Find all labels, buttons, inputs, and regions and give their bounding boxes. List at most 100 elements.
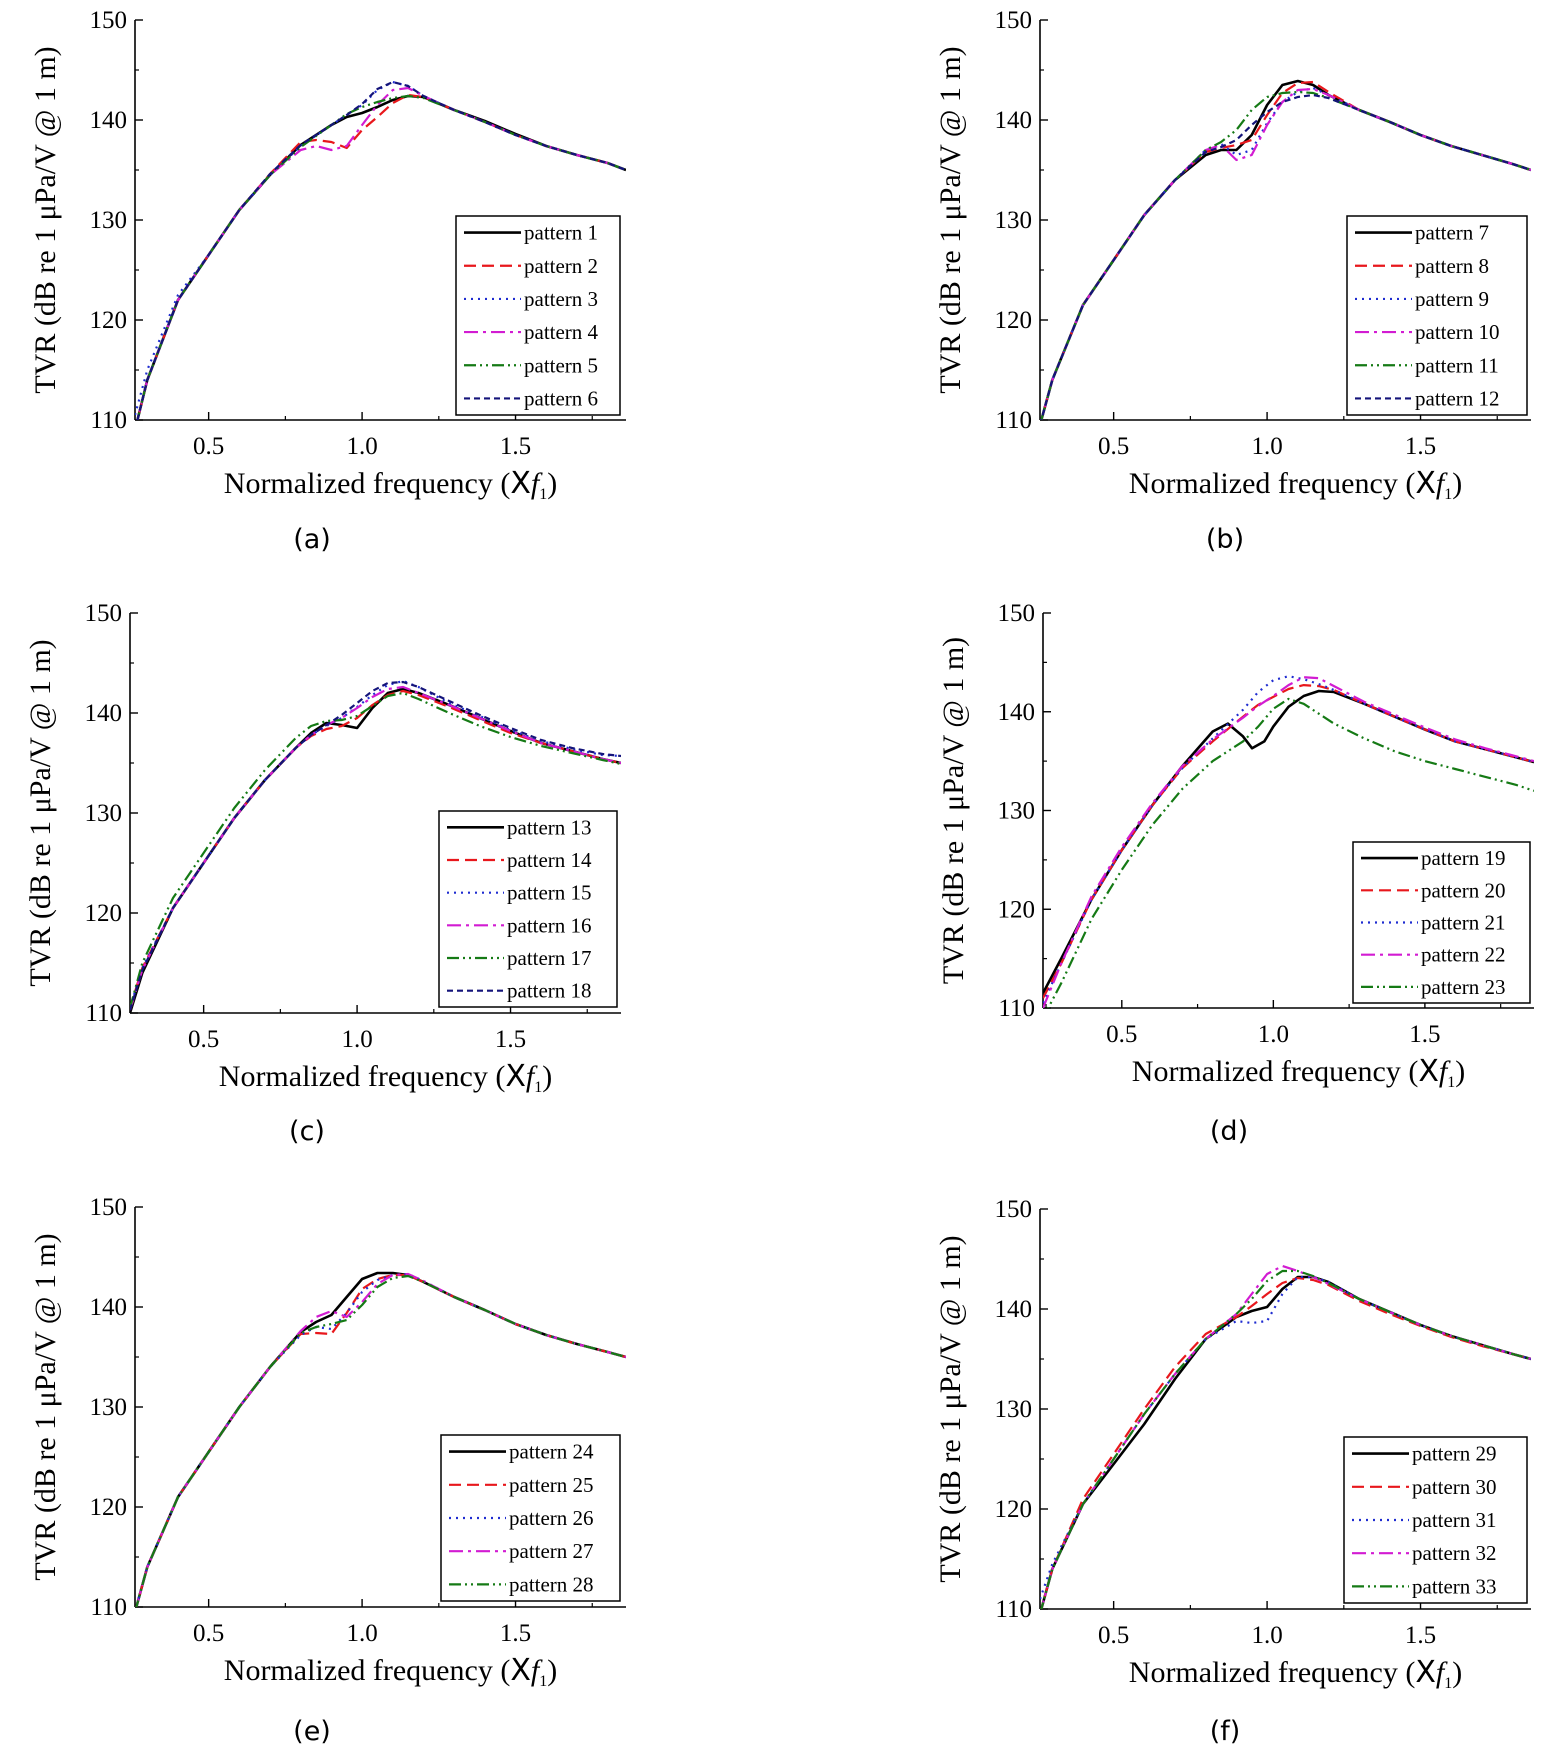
x-axis-label: Normalized frequency (Xf1) bbox=[224, 466, 557, 503]
multiply-symbol: X bbox=[505, 1059, 526, 1094]
x-tick-label: 0.5 bbox=[1106, 1021, 1137, 1048]
legend-label: pattern 11 bbox=[1415, 353, 1499, 377]
y-tick-label: 140 bbox=[998, 699, 1036, 726]
x-tick-label: 1.0 bbox=[1251, 433, 1282, 460]
x-tick-label: 1.0 bbox=[1251, 1622, 1282, 1649]
chart-panel-3: 110 120 130 140 150 0.5 1.0 1.5 TVR (dB re 1 μPa… bbox=[24, 600, 621, 1147]
y-tick-label: 150 bbox=[85, 600, 123, 627]
x-tick-label: 1.5 bbox=[495, 1026, 526, 1053]
x-axis-label-close: ) bbox=[1452, 467, 1462, 500]
series-line-pattern-28 bbox=[135, 1274, 626, 1607]
y-tick-label: 130 bbox=[995, 207, 1033, 234]
legend-label: pattern 22 bbox=[1421, 943, 1506, 967]
chart-panel-6: 110 120 130 140 150 0.5 1.0 1.5 TVR (dB re 1 μPa… bbox=[934, 1196, 1531, 1747]
legend: pattern 29 pattern 30 pattern 31 pattern 32… bbox=[1343, 1436, 1528, 1604]
legend-label: pattern 13 bbox=[507, 815, 592, 839]
multiply-symbol: X bbox=[510, 466, 531, 501]
y-tick-label: 130 bbox=[90, 1394, 128, 1421]
legend-label: pattern 15 bbox=[507, 881, 592, 905]
multiply-symbol: X bbox=[1415, 1655, 1436, 1690]
y-axis-label: TVR (dB re 1 μPa/V @ 1 m) bbox=[937, 637, 970, 984]
y-axis-label: TVR (dB re 1 μPa/V @ 1 m) bbox=[29, 1233, 62, 1580]
legend-label: pattern 8 bbox=[1415, 254, 1489, 278]
x-axis-label: Normalized frequency (Xf1) bbox=[1132, 1054, 1465, 1091]
series-line-pattern-6 bbox=[136, 80, 626, 420]
y-tick-label: 110 bbox=[995, 407, 1032, 434]
x-tick-label: 0.5 bbox=[188, 1026, 219, 1053]
legend: pattern 7 pattern 8 pattern 9 pattern 10 pat… bbox=[1346, 215, 1528, 416]
x-tick-label: 0.5 bbox=[193, 1620, 224, 1647]
legend-label: pattern 19 bbox=[1421, 846, 1506, 870]
x-axis-label-text: Normalized frequency ( bbox=[224, 467, 511, 500]
x-axis-label: Normalized frequency (Xf1) bbox=[224, 1653, 557, 1690]
multiply-symbol: X bbox=[510, 1653, 531, 1688]
panel-label: (b) bbox=[1206, 524, 1244, 555]
x-tick-label: 0.5 bbox=[193, 433, 224, 460]
chart-panel-5: 110 120 130 140 150 0.5 1.0 1.5 TVR (dB re 1 μPa… bbox=[29, 1194, 626, 1747]
series-line-pattern-21 bbox=[1043, 675, 1534, 1004]
legend-label: pattern 10 bbox=[1415, 320, 1500, 344]
legend-label: pattern 24 bbox=[509, 1440, 594, 1464]
chart-panel-1: 110 120 130 140 150 0.5 1.0 1.5 TVR (dB re 1 μPa… bbox=[29, 7, 626, 555]
y-tick-label: 140 bbox=[90, 1294, 128, 1321]
y-tick-label: 140 bbox=[995, 1296, 1033, 1323]
x-tick-label: 0.5 bbox=[1098, 433, 1129, 460]
x-axis-label-sub: 1 bbox=[534, 1079, 542, 1096]
y-tick-label: 140 bbox=[995, 107, 1033, 134]
x-axis-label: Normalized frequency (Xf1) bbox=[219, 1059, 552, 1096]
y-tick-label: 120 bbox=[85, 900, 123, 927]
legend: pattern 1 pattern 2 pattern 3 pattern 4 patt… bbox=[455, 215, 621, 416]
y-tick-label: 110 bbox=[90, 1594, 127, 1621]
y-tick-label: 130 bbox=[995, 1396, 1033, 1423]
y-tick-label: 110 bbox=[995, 1596, 1032, 1623]
legend-label: pattern 7 bbox=[1415, 221, 1489, 245]
chart-panel-2: 110 120 130 140 150 0.5 1.0 1.5 TVR (dB re 1 μPa… bbox=[934, 7, 1531, 555]
legend-label: pattern 29 bbox=[1412, 1442, 1497, 1466]
x-tick-label: 0.5 bbox=[1098, 1622, 1129, 1649]
legend-label: pattern 14 bbox=[507, 848, 592, 872]
y-axis-label: TVR (dB re 1 μPa/V @ 1 m) bbox=[29, 46, 62, 393]
y-tick-label: 120 bbox=[995, 1496, 1033, 1523]
x-axis-label-close: ) bbox=[547, 467, 557, 500]
legend: pattern 19 pattern 20 pattern 21 pattern 22… bbox=[1352, 841, 1531, 1004]
y-tick-label: 140 bbox=[90, 107, 128, 134]
legend-label: pattern 27 bbox=[509, 1539, 594, 1563]
panel-label: (a) bbox=[293, 524, 331, 555]
x-axis-label-text: Normalized frequency ( bbox=[1132, 1055, 1419, 1088]
x-axis-label-close: ) bbox=[547, 1654, 557, 1687]
y-tick-label: 110 bbox=[85, 1000, 122, 1027]
legend-label: pattern 3 bbox=[524, 287, 598, 311]
y-tick-label: 130 bbox=[90, 207, 128, 234]
y-tick-label: 150 bbox=[90, 7, 128, 34]
series-group bbox=[135, 80, 626, 420]
series-line-pattern-10 bbox=[1040, 87, 1531, 420]
legend-label: pattern 6 bbox=[524, 386, 598, 410]
legend-label: pattern 23 bbox=[1421, 975, 1506, 999]
x-tick-label: 1.0 bbox=[1258, 1021, 1289, 1048]
y-tick-label: 150 bbox=[995, 1196, 1033, 1223]
x-axis-label-sub: 1 bbox=[1447, 1074, 1455, 1091]
legend-label: pattern 26 bbox=[509, 1506, 594, 1530]
series-group bbox=[130, 679, 621, 1013]
series-line-pattern-17 bbox=[130, 691, 621, 1009]
y-tick-label: 140 bbox=[85, 700, 123, 727]
panel-label: (f) bbox=[1210, 1716, 1241, 1747]
legend-label: pattern 21 bbox=[1421, 911, 1506, 935]
series-line-pattern-23 bbox=[1046, 697, 1534, 1008]
y-tick-label: 150 bbox=[995, 7, 1033, 34]
legend-label: pattern 9 bbox=[1415, 287, 1489, 311]
x-axis-label-text: Normalized frequency ( bbox=[1129, 467, 1416, 500]
x-axis-label-sub: 1 bbox=[539, 1673, 547, 1690]
legend: pattern 24 pattern 25 pattern 26 pattern 27… bbox=[440, 1434, 621, 1602]
legend-label: pattern 12 bbox=[1415, 386, 1500, 410]
legend-label: pattern 16 bbox=[507, 913, 592, 937]
series-line-pattern-18 bbox=[130, 680, 621, 1011]
legend-label: pattern 28 bbox=[509, 1572, 594, 1596]
legend-label: pattern 1 bbox=[524, 221, 598, 245]
legend-box bbox=[455, 215, 621, 416]
x-tick-label: 1.5 bbox=[500, 1620, 531, 1647]
series-line-pattern-33 bbox=[1040, 1269, 1531, 1609]
chart-panel-4: 110 120 130 140 150 0.5 1.0 1.5 TVR (dB re 1 μPa… bbox=[937, 600, 1534, 1147]
legend-label: pattern 18 bbox=[507, 979, 592, 1003]
